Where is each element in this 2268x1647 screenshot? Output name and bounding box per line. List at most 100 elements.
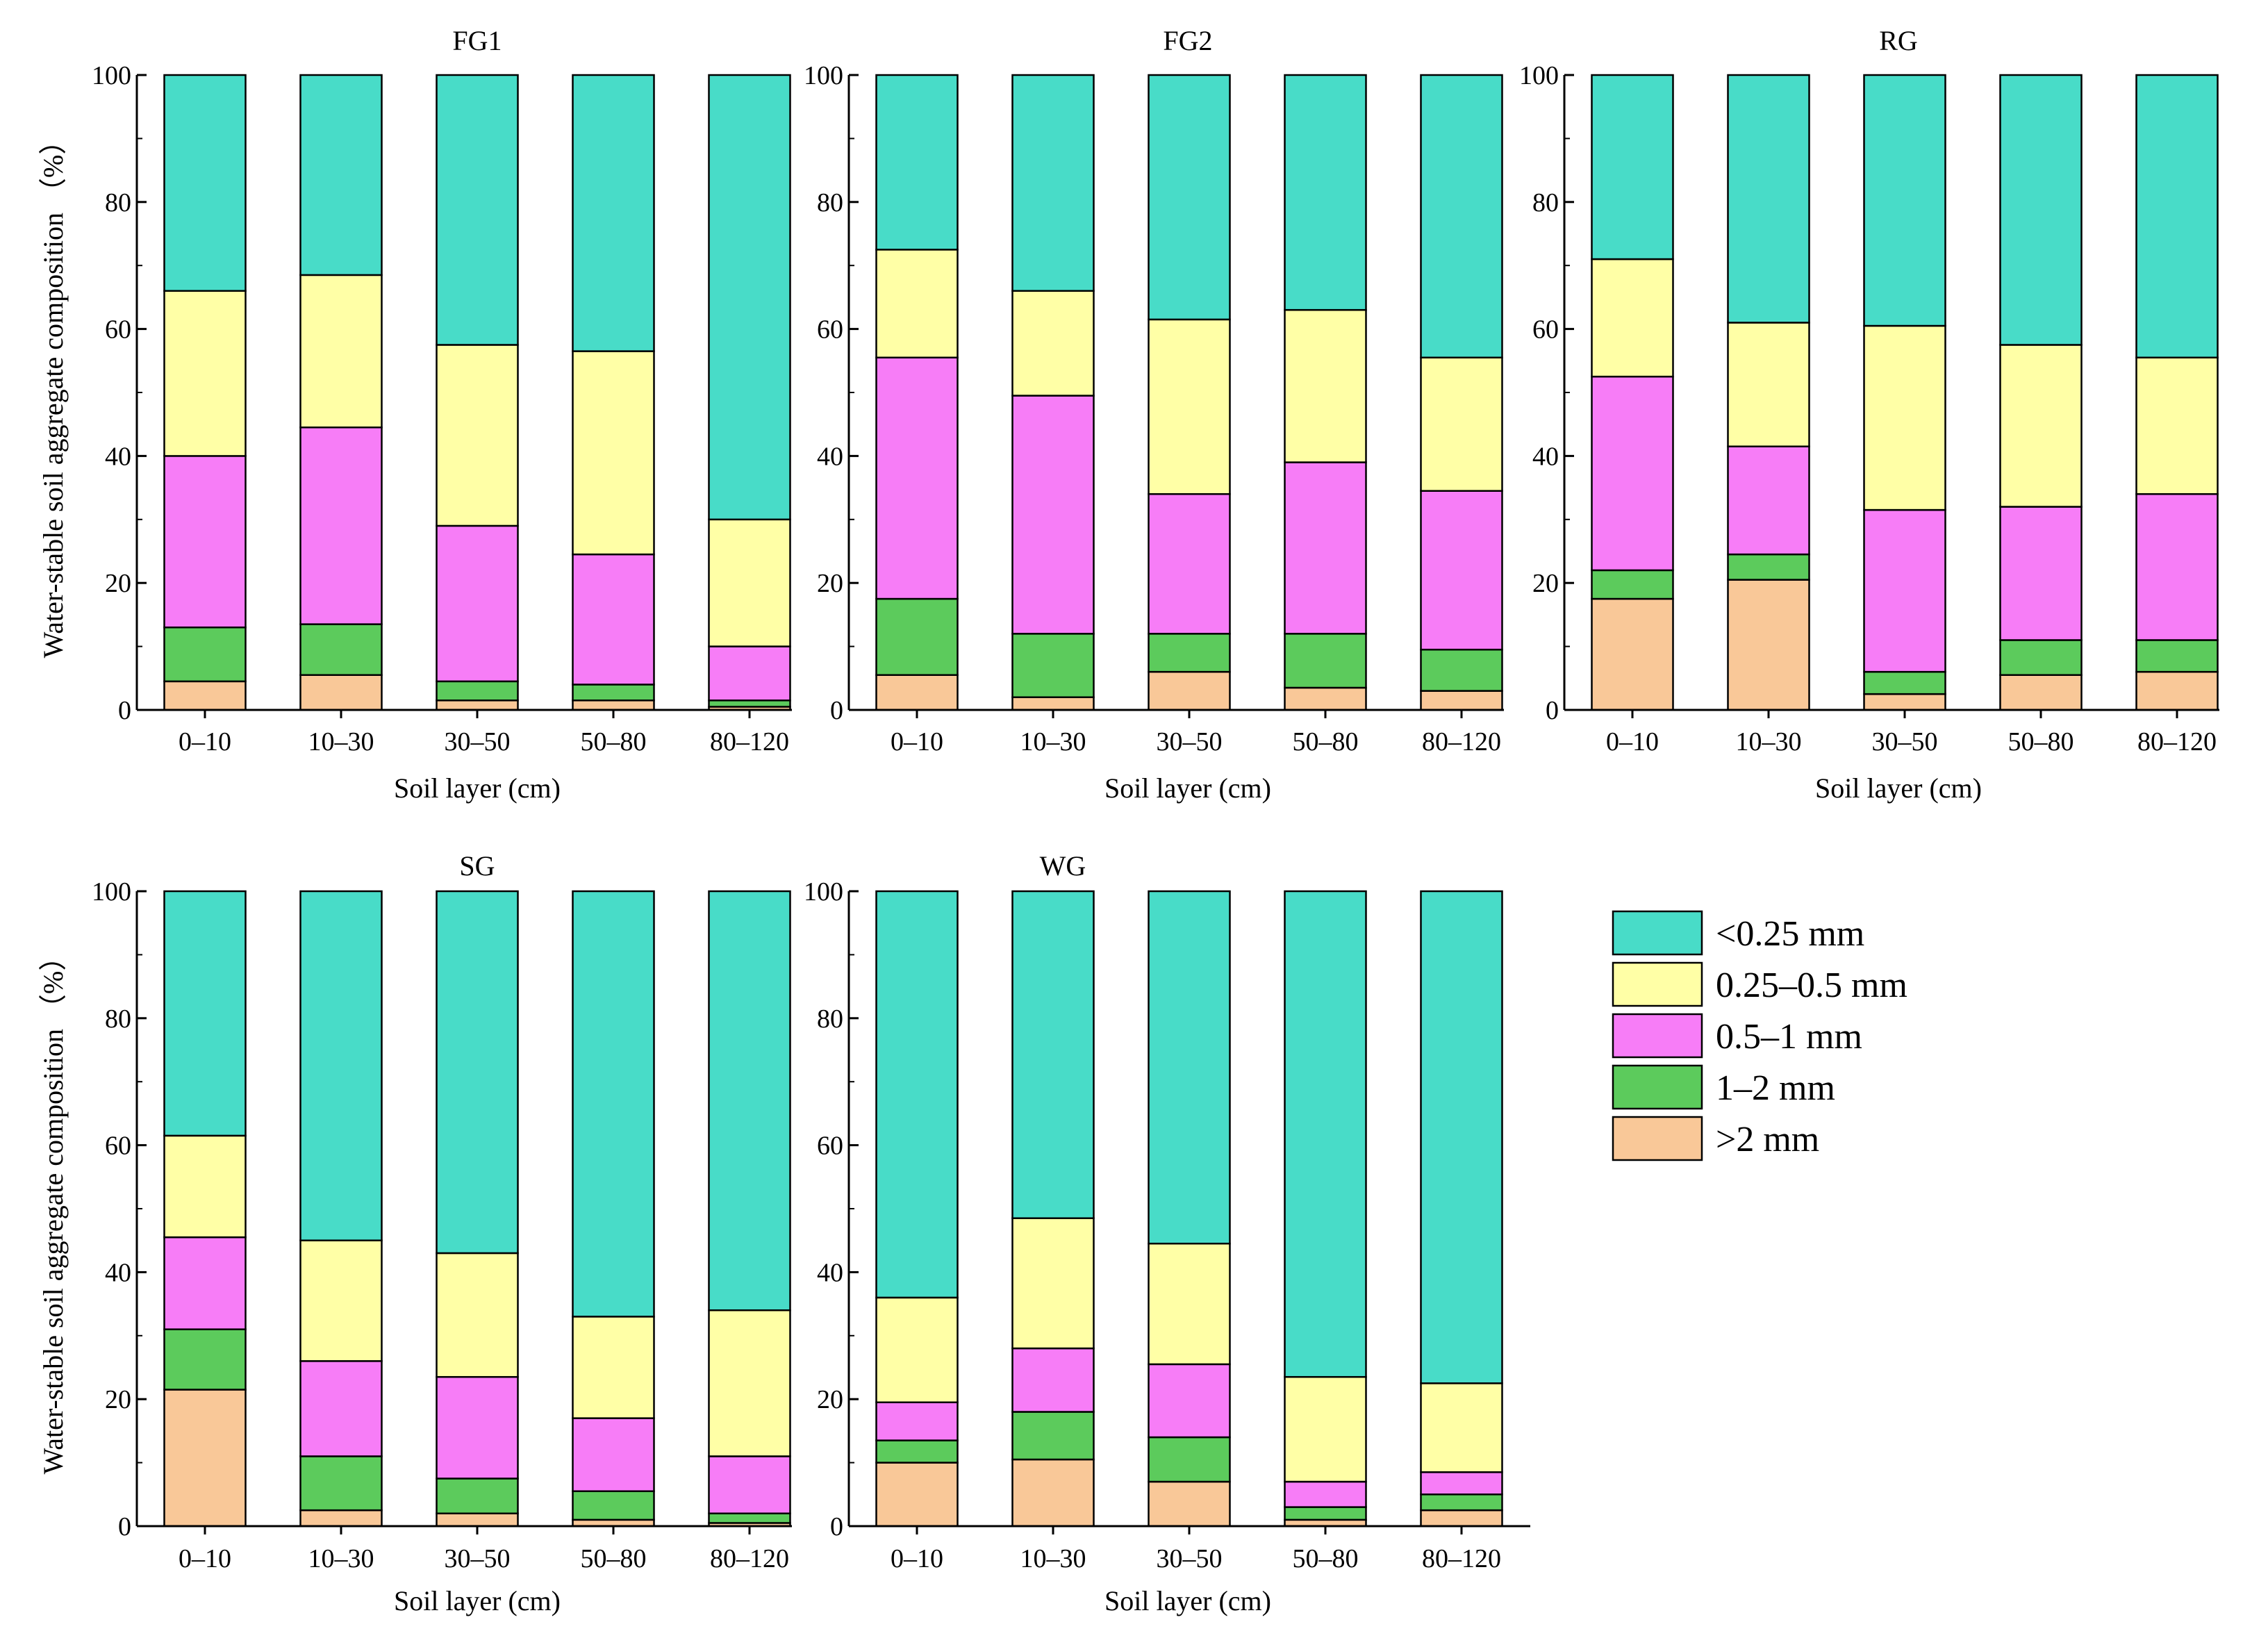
x-axis-title: Soil layer (cm) [1815,772,1982,804]
bar-segment [436,890,519,1255]
y-tick-label: 60 [817,1132,843,1161]
y-tick-label: 40 [105,1258,131,1287]
y-tick-label: 80 [817,1004,843,1034]
x-tick-label: 30–50 [1872,727,1938,756]
y-tick-label: 0 [1546,696,1559,725]
x-tick-label: 30–50 [445,1544,511,1573]
bar-segment [1420,1382,1503,1473]
x-tick-label: 10–30 [308,1544,374,1573]
bar-segment [1420,1509,1503,1528]
bar-segment [299,890,383,1241]
x-tick-label: 0–10 [891,1544,943,1573]
bar-segment [1591,258,1674,378]
x-tick-label: 80–120 [710,727,789,756]
bar-segment [708,645,791,702]
legend-label: 0.25–0.5 mm [1716,966,1907,1005]
bar-segment [436,1252,519,1378]
y-tick-label: 100 [804,877,843,907]
bar-segment [1011,1347,1095,1413]
y-tick-label: 100 [92,877,131,907]
y-tick-label: 40 [105,442,131,471]
y-tick-label: 0 [118,1512,131,1541]
bar-segment [1148,1436,1231,1483]
x-tick-label: 50–80 [1293,727,1359,756]
bar-segment [1420,890,1503,1384]
x-axis-title: Soil layer (cm) [1104,772,1271,804]
y-tick-label: 0 [830,1512,843,1541]
x-tick-label: 50–80 [2008,727,2074,756]
bar-segment [1148,493,1231,635]
bar-segment [1284,1375,1367,1483]
bar-segment [1284,633,1367,689]
bar-segment [875,597,959,676]
bar-segment [1591,74,1674,260]
bar-segment [1284,308,1367,463]
y-tick-label: 20 [105,569,131,598]
x-tick-label: 10–30 [308,727,374,756]
bar-segment [1999,506,2083,641]
bar-segment [299,674,383,711]
bar-segment [163,74,247,292]
bar-segment [572,350,655,556]
bar-segment [1011,1217,1095,1350]
bar-segment [875,249,959,358]
bar-segment [436,1512,519,1528]
y-tick-label: 60 [105,315,131,345]
x-tick-label: 10–30 [1020,727,1086,756]
bar-segment [2135,356,2219,495]
x-tick-label: 50–80 [581,727,647,756]
y-axis-title: Water-stable soil aggregate composition … [38,127,69,659]
bar-segment [875,674,959,711]
bar-segment [572,684,655,702]
bar-segment [163,1389,247,1528]
bar-segment [1863,508,1946,673]
bar-segment [299,1239,383,1362]
bar-segment [163,626,247,683]
bar-segment [2135,74,2219,358]
bar-segment [572,1316,655,1419]
bar-segment [1420,690,1503,711]
x-tick-label: 10–30 [1020,1544,1086,1573]
y-tick-label: 100 [92,61,131,90]
bar-segment [1011,1411,1095,1461]
bar-segment [708,74,791,521]
bar-segment [436,1375,519,1480]
x-tick-label: 0–10 [179,727,231,756]
bar-segment [1727,445,1810,556]
y-tick-label: 40 [817,442,843,471]
bar-segment [875,356,959,600]
y-tick-label: 0 [830,696,843,725]
bar-segment [2135,639,2219,673]
bar-segment [1284,1506,1367,1521]
legend-swatch [1612,961,1703,1007]
bar-segment [1591,569,1674,600]
bar-segment [1011,696,1095,711]
bar-segment [1420,1471,1503,1496]
panel-title: SG [459,850,495,882]
bar-segment [436,74,519,346]
bar-segment [1011,1458,1095,1528]
bar-segment [875,74,959,251]
bar-segment [163,1236,247,1330]
x-tick-label: 50–80 [581,1544,647,1573]
bar-segment [436,680,519,702]
bar-segment [1420,356,1503,492]
legend-swatch [1612,1116,1703,1161]
bar-segment [1148,633,1231,673]
legend-label: 0.5–1 mm [1716,1017,1862,1057]
bar-segment [1284,74,1367,311]
bar-segment [1148,1243,1231,1366]
bar-segment [1863,324,1946,511]
x-tick-label: 50–80 [1293,1544,1359,1573]
bar-segment [163,455,247,629]
bar-segment [1591,375,1674,572]
y-axis-title: Water-stable soil aggregate composition … [38,943,69,1475]
y-tick-label: 60 [105,1132,131,1161]
bar-segment [1148,74,1231,321]
bar-segment [1863,693,1946,711]
bar-segment [436,1478,519,1514]
bar-segment [572,700,655,711]
bar-segment [436,524,519,683]
bar-segment [1011,290,1095,397]
bar-segment [875,890,959,1299]
